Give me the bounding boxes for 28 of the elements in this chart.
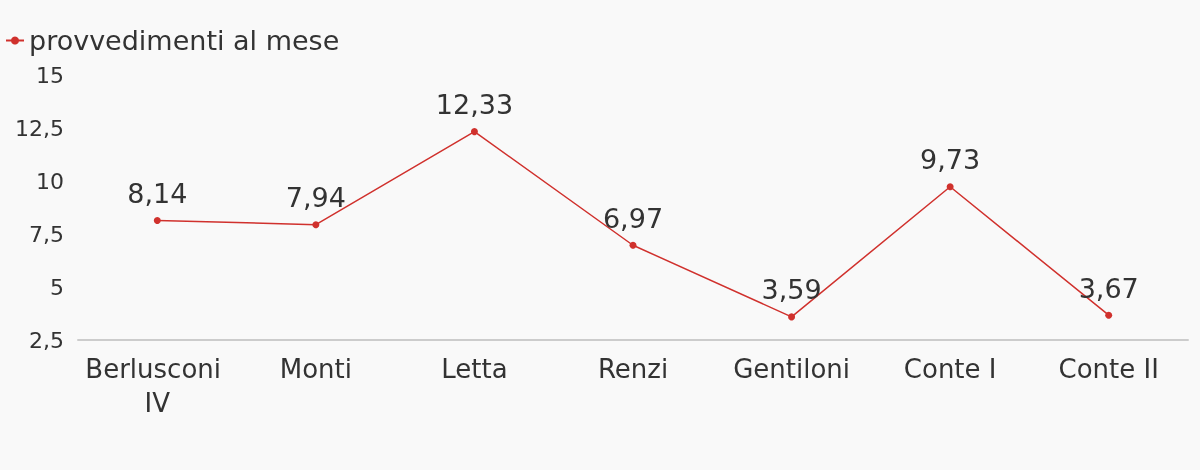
point bbox=[312, 221, 320, 229]
data-label: 9,73 bbox=[920, 144, 981, 176]
point bbox=[788, 313, 796, 321]
point bbox=[1105, 311, 1113, 319]
data-label: 3,67 bbox=[1078, 272, 1139, 304]
y-tick-label: 7,5 bbox=[29, 221, 64, 247]
x-tick-label: Conte I bbox=[903, 354, 997, 384]
y-tick-label: 5 bbox=[50, 274, 64, 300]
legend-label: provvedimenti al mese bbox=[29, 25, 340, 56]
data-label: 7,94 bbox=[285, 182, 346, 214]
x-tick-label: Renzi bbox=[597, 354, 669, 384]
y-tick-label: 15 bbox=[36, 62, 64, 88]
x-tick-label: Berlusconi IV bbox=[85, 354, 230, 418]
x-tick-label: Letta bbox=[441, 354, 508, 384]
y-tick-label: 12,5 bbox=[15, 115, 64, 141]
point bbox=[629, 241, 637, 249]
point bbox=[470, 128, 478, 136]
data-label: 6,97 bbox=[602, 202, 664, 234]
y-tick-label: 2,5 bbox=[29, 327, 64, 353]
x-tick-label: Monti bbox=[279, 354, 352, 384]
y-tick-label: 10 bbox=[36, 168, 64, 194]
point bbox=[153, 216, 161, 224]
data-label: 12,33 bbox=[435, 89, 514, 121]
data-label: 8,14 bbox=[127, 177, 188, 209]
data-label: 3,59 bbox=[761, 274, 822, 306]
point bbox=[946, 183, 954, 191]
x-tick-label: Gentiloni bbox=[733, 354, 851, 384]
x-tick-label: Conte II bbox=[1058, 354, 1159, 384]
